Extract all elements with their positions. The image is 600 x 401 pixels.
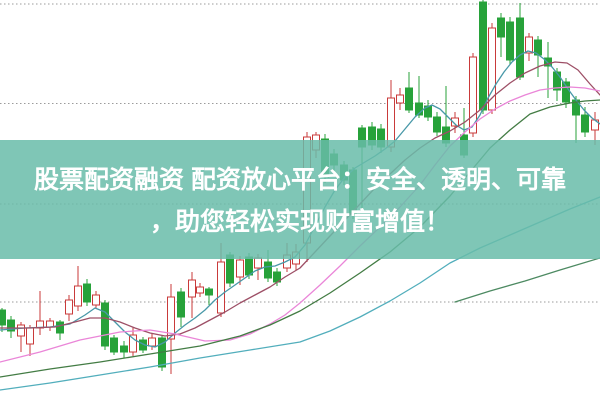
candle-up bbox=[167, 284, 175, 374]
candle-up bbox=[148, 334, 156, 350]
candle-up bbox=[396, 88, 404, 110]
candle-down bbox=[56, 320, 64, 340]
candle-up bbox=[129, 327, 137, 356]
candle-down bbox=[581, 107, 589, 137]
promo-banner: 股票配资融资 配资放心平台：安全、透明、可靠 ，助您轻松实现财富增值！ bbox=[0, 140, 600, 259]
candle-up bbox=[188, 272, 196, 318]
candle-down bbox=[101, 300, 109, 350]
candle-down bbox=[442, 86, 450, 147]
promo-banner-line1: 股票配资融资 配资放心平台：安全、透明、可靠 bbox=[34, 166, 566, 194]
candle-up bbox=[525, 33, 533, 61]
candle-up bbox=[92, 291, 100, 309]
candle-up bbox=[36, 291, 44, 335]
candle-up bbox=[26, 325, 34, 356]
candle-down bbox=[405, 72, 413, 113]
candle-down bbox=[177, 288, 185, 327]
candle-down bbox=[433, 112, 441, 136]
candle-down bbox=[516, 3, 524, 80]
candle-down bbox=[506, 17, 514, 64]
candle-down bbox=[497, 13, 505, 57]
candle-up bbox=[469, 53, 477, 137]
candle-down bbox=[415, 76, 423, 118]
candle-down bbox=[83, 279, 91, 306]
candle-down bbox=[424, 100, 432, 121]
candle-down bbox=[7, 316, 15, 338]
candle-up bbox=[46, 318, 54, 331]
ma-line-ma-longest-green bbox=[454, 257, 600, 303]
candle-up bbox=[196, 283, 204, 297]
promo-banner-line2: ，助您轻松实现财富增值！ bbox=[149, 208, 450, 236]
candle-down bbox=[479, 0, 487, 114]
candle-down bbox=[120, 341, 128, 358]
candle-down bbox=[205, 287, 213, 305]
candle-up bbox=[74, 266, 82, 311]
candle-up bbox=[451, 112, 459, 133]
candle-up bbox=[65, 295, 73, 321]
candle-down bbox=[110, 335, 118, 355]
candle-up bbox=[236, 256, 244, 285]
candle-up bbox=[17, 322, 25, 352]
